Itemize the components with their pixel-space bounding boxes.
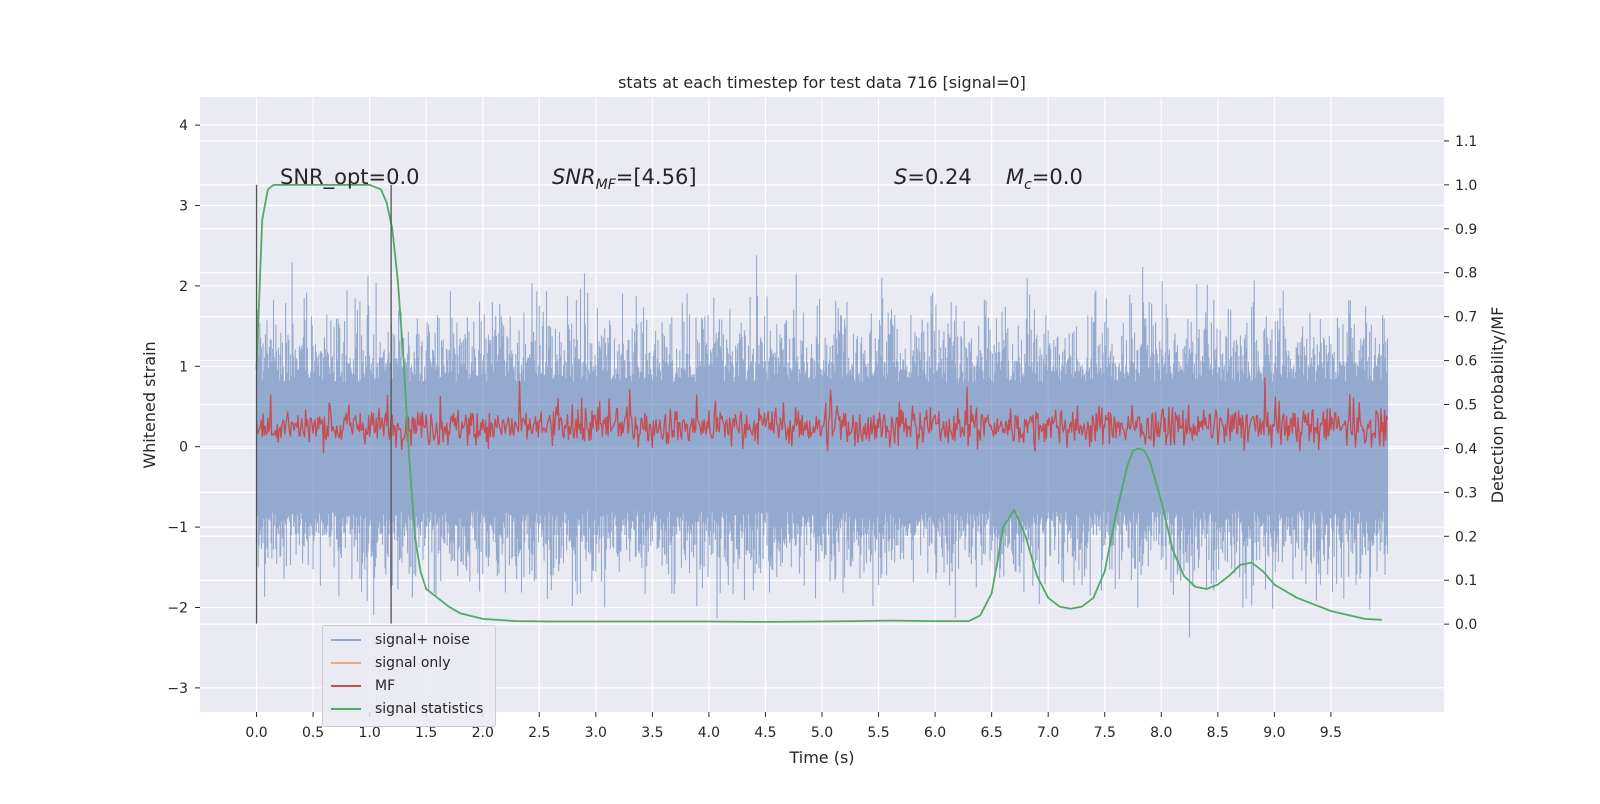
snr-mf-prefix: SNR xyxy=(552,165,596,189)
mf-line xyxy=(255,377,1389,454)
y-right-tick-label: 0.8 xyxy=(1455,266,1477,282)
y-left-tick-label: 4 xyxy=(179,118,188,134)
annotation-snr-opt: SNR_opt=0.0 xyxy=(280,165,420,190)
legend-label: signal only xyxy=(375,654,451,671)
legend-swatch-signal-noise xyxy=(331,638,361,641)
x-tick-label: 1.0 xyxy=(359,725,381,741)
y-right-tick-label: 0.6 xyxy=(1455,354,1477,370)
x-tick-label: 3.0 xyxy=(585,725,607,741)
x-tick-label: 1.5 xyxy=(415,725,437,741)
y-right-tick-label: 0.7 xyxy=(1455,310,1477,326)
y-left-tick-label: −1 xyxy=(167,520,188,536)
mc-label: M xyxy=(1006,165,1024,189)
x-tick-label: 5.5 xyxy=(867,725,889,741)
legend: signal+ noise signal only MF signal stat… xyxy=(322,625,496,727)
x-tick-label: 4.0 xyxy=(698,725,720,741)
annotation-mc: Mc=0.0 xyxy=(1006,165,1083,193)
y-left-tick-label: −2 xyxy=(167,600,188,616)
y-right-tick-label: 0.1 xyxy=(1455,573,1477,589)
mc-value: =0.0 xyxy=(1032,165,1083,189)
signal-statistics-line xyxy=(255,183,1382,623)
x-tick-label: 8.5 xyxy=(1207,725,1229,741)
y-axis-left-ticks: −3 −2 −1 0 1 2 3 4 xyxy=(167,118,200,697)
x-tick-label: 3.5 xyxy=(641,725,663,741)
x-tick-label: 7.0 xyxy=(1037,725,1059,741)
x-tick-label: 2.5 xyxy=(528,725,550,741)
y-axis-right-label: Detection probability/MF xyxy=(1488,307,1507,504)
mc-sub: c xyxy=(1024,177,1032,193)
y-right-tick-label: 0.3 xyxy=(1455,485,1477,501)
legend-item-signal-statistics: signal statistics xyxy=(331,697,495,720)
legend-swatch-signal-only xyxy=(331,661,361,664)
y-axis-left-label: Whitened strain xyxy=(140,341,159,468)
legend-item-signal-only: signal only xyxy=(331,651,495,674)
legend-item-signal-noise: signal+ noise xyxy=(331,628,495,651)
x-tick-label: 9.0 xyxy=(1263,725,1285,741)
y-right-tick-label: 1.0 xyxy=(1455,178,1477,194)
legend-item-mf: MF xyxy=(331,674,495,697)
annotation-s: S=0.24 xyxy=(894,165,972,189)
annotation-snr-mf: SNRMF=[4.56] xyxy=(552,165,697,193)
vertical-markers xyxy=(255,184,392,624)
y-right-tick-label: 0.0 xyxy=(1455,617,1477,633)
y-left-tick-label: 1 xyxy=(179,359,188,375)
s-label: S xyxy=(894,165,907,189)
mf-series xyxy=(255,377,1389,454)
y-left-tick-label: −3 xyxy=(167,681,188,697)
legend-swatch-mf xyxy=(331,684,361,687)
x-tick-label: 0.0 xyxy=(245,725,267,741)
snr-mf-suffix: =[4.56] xyxy=(616,165,697,189)
x-axis-ticks: 0.0 0.5 1.0 1.5 2.0 2.5 3.0 3.5 4.0 4.5 5.0 5.5 6.0 6… xyxy=(245,712,1342,741)
x-tick-label: 6.0 xyxy=(924,725,946,741)
y-right-tick-label: 1.1 xyxy=(1455,134,1477,150)
y-right-tick-label: 0.2 xyxy=(1455,529,1477,545)
y-left-tick-label: 0 xyxy=(179,440,188,456)
legend-label: signal statistics xyxy=(375,700,484,717)
y-right-tick-label: 0.9 xyxy=(1455,222,1477,238)
y-left-tick-label: 3 xyxy=(179,199,188,215)
x-axis-label: Time (s) xyxy=(788,748,854,767)
x-tick-label: 8.0 xyxy=(1150,725,1172,741)
x-tick-label: 9.5 xyxy=(1320,725,1342,741)
x-tick-label: 7.5 xyxy=(1094,725,1116,741)
x-tick-label: 6.5 xyxy=(981,725,1003,741)
y-axis-right-ticks: 0.0 0.1 0.2 0.3 0.4 0.5 0.6 0.7 0.8 0.9 1.0 1.1 xyxy=(1444,134,1477,633)
legend-label: MF xyxy=(375,677,396,694)
legend-swatch-signal-statistics xyxy=(331,707,361,710)
y-right-tick-label: 0.5 xyxy=(1455,398,1477,414)
legend-label: signal+ noise xyxy=(375,631,470,648)
y-left-tick-label: 2 xyxy=(179,279,188,295)
y-right-tick-label: 0.4 xyxy=(1455,441,1477,457)
signal-statistics-series xyxy=(255,183,1382,623)
x-tick-label: 5.0 xyxy=(811,725,833,741)
x-tick-label: 2.0 xyxy=(472,725,494,741)
snr-mf-sub: MF xyxy=(596,177,617,193)
chart-title: stats at each timestep for test data 716… xyxy=(618,73,1026,92)
s-value: =0.24 xyxy=(907,165,971,189)
x-tick-label: 0.5 xyxy=(302,725,324,741)
x-tick-label: 4.5 xyxy=(754,725,776,741)
